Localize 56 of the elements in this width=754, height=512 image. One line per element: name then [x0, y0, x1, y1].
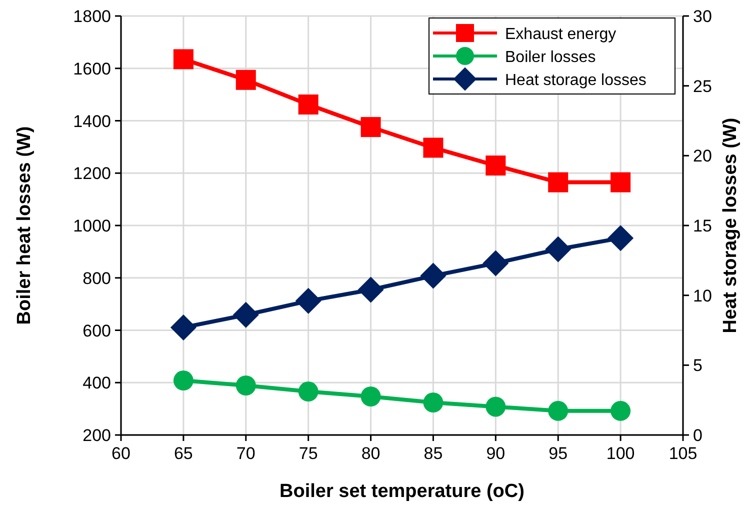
y-tick-label: 1000: [73, 216, 111, 236]
y-tick-label: 1800: [73, 7, 111, 26]
y2-tick-label: 30: [693, 7, 712, 26]
y-axis-title: Boiler heat losses (W): [14, 126, 35, 325]
point: [298, 382, 318, 402]
y-tick-label: 400: [82, 374, 111, 393]
x-tick-label: 105: [668, 444, 698, 463]
point: [236, 70, 256, 90]
y2-tick-label: 25: [693, 76, 712, 96]
point: [170, 314, 196, 340]
y2-tick-label: 20: [693, 146, 712, 166]
point: [360, 386, 381, 407]
y-tick-label: 1400: [73, 112, 111, 131]
x-tick-label: 70: [236, 444, 256, 463]
point: [486, 156, 506, 176]
point: [610, 400, 631, 421]
x-axis-title: Boiler set temperature (oC): [280, 481, 524, 502]
y-tick-label: 600: [82, 321, 111, 340]
y2-tick-label: 5: [693, 356, 702, 376]
point: [423, 392, 444, 413]
x-tick-label: 65: [174, 444, 193, 463]
x-tick-label: 95: [548, 444, 568, 463]
y-tick-label: 1600: [73, 59, 111, 78]
y2-tick-label: 15: [693, 216, 712, 236]
legend-label: Exhaust energy: [505, 26, 616, 43]
point: [360, 117, 381, 138]
point: [610, 172, 631, 192]
x-tick-label: 85: [424, 444, 443, 463]
y2-axis-title: Heat storage losses (W): [720, 118, 741, 334]
x-tick-label: 60: [112, 444, 130, 463]
y2-tick-label: 0: [693, 426, 702, 445]
point: [545, 236, 572, 262]
x-tick-label: 75: [298, 444, 318, 463]
point: [548, 172, 568, 192]
legend-label: Heat storage losses: [505, 72, 646, 89]
point: [232, 302, 259, 328]
point: [173, 370, 194, 391]
point: [548, 400, 568, 421]
y-tick-label: 200: [82, 426, 111, 445]
point: [358, 276, 384, 303]
point: [295, 288, 322, 314]
x-tick-label: 80: [361, 444, 380, 463]
point: [173, 49, 194, 70]
y-tick-label: 800: [82, 268, 111, 288]
point: [608, 225, 634, 252]
point: [423, 138, 444, 158]
point: [236, 376, 256, 396]
y-tick-label: 1200: [73, 164, 111, 184]
legend-label: Boiler losses: [505, 49, 596, 66]
point: [486, 396, 506, 417]
point: [482, 250, 509, 276]
y2-tick-label: 10: [693, 286, 712, 306]
x-tick-label: 100: [606, 444, 635, 463]
point: [298, 94, 318, 115]
point: [420, 262, 446, 289]
x-tick-label: 90: [486, 444, 506, 463]
